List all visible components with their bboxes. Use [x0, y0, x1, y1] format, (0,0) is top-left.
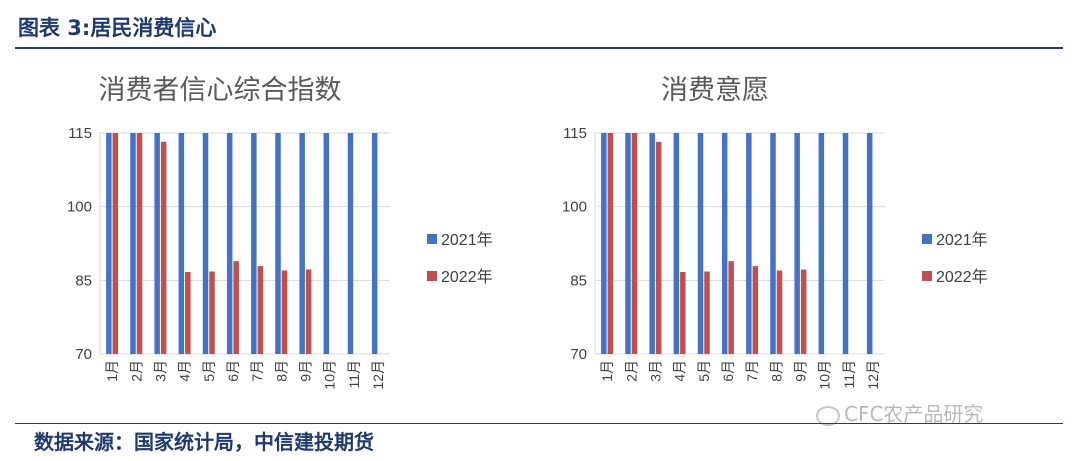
bar-2021-6: [226, 133, 233, 354]
y-tick-label: 100: [67, 199, 92, 216]
source-divider: [15, 423, 1063, 424]
x-tick-label: 2月: [128, 360, 144, 382]
y-tick-label: 85: [75, 272, 92, 289]
bar-2021-10: [818, 133, 825, 354]
y-tick-label: 115: [563, 125, 587, 142]
legend-label-2021: 2021年: [936, 231, 988, 249]
bar-2021-8: [770, 133, 776, 354]
y-tick-label: 115: [68, 125, 92, 142]
bar-2021-4: [673, 133, 680, 354]
bar-2021-11: [842, 133, 849, 354]
bar-2021-10: [323, 133, 330, 354]
bar-2021-8: [275, 133, 281, 354]
x-tick-label: 9月: [297, 360, 313, 382]
source-note: 数据来源：国家统计局，中信建投期货: [34, 430, 374, 454]
bar-2022-8: [776, 270, 783, 354]
x-tick-label: 5月: [201, 360, 217, 382]
bar-2021-9: [794, 133, 800, 354]
bar-2021-3: [649, 133, 655, 354]
x-tick-label: 10月: [817, 360, 833, 390]
chart-title: 消费者信心综合指数: [99, 75, 342, 105]
chart-consumer-confidence: 消费者信心综合指数 70 85 100 115 1月 2月 3月 4月 5月 6月 7月 8月 9月 10月…: [25, 55, 515, 404]
x-tick-label: 4月: [177, 360, 193, 382]
x-tick-label: 7月: [249, 360, 265, 382]
x-tick-label: 1月: [104, 360, 120, 382]
bar-2021-9: [299, 133, 305, 354]
bar-2022-6: [233, 261, 239, 354]
bar-2022-6: [728, 261, 734, 354]
x-tick-label: 12月: [370, 360, 386, 390]
bar-2021-12: [371, 133, 378, 354]
bar-2022-8: [281, 270, 288, 354]
bar-2021-7: [251, 133, 257, 354]
bar-2021-12: [866, 133, 873, 354]
bar-2022-5: [209, 271, 215, 354]
bar-2021-3: [154, 133, 160, 354]
bar-2022-4: [185, 271, 191, 354]
bar-2022-1: [112, 133, 119, 354]
bar-2021-2: [625, 133, 631, 354]
bar-2022-4: [680, 271, 686, 354]
x-tick-label: 10月: [322, 360, 338, 390]
bar-2021-1: [106, 133, 112, 354]
legend-swatch-2022: [427, 271, 437, 281]
chart-title: 消费意愿: [661, 75, 769, 105]
bar-2021-11: [347, 133, 354, 354]
x-tick-label: 8月: [768, 360, 784, 382]
bar-2022-5: [704, 271, 710, 354]
legend-label-2021: 2021年: [441, 231, 493, 249]
x-tick-label: 11月: [841, 360, 857, 389]
chart-svg-consumer-confidence: 消费者信心综合指数 70 85 100 115 1月 2月 3月 4月 5月 6月 7月 8月 9月 10月…: [67, 75, 493, 390]
bar-2022-1: [607, 133, 614, 354]
bar-2021-6: [721, 133, 728, 354]
wechat-icon: [816, 405, 840, 426]
y-tick-label: 70: [570, 346, 587, 363]
legend-label-2022: 2022年: [441, 268, 493, 286]
legend-swatch-2022: [922, 271, 932, 281]
bar-2022-3: [160, 141, 167, 354]
figure-title: 图表 3:居民消费信心: [18, 16, 217, 40]
x-tick-label: 11月: [346, 360, 362, 389]
x-tick-label: 8月: [273, 360, 289, 382]
bar-2021-5: [697, 133, 704, 354]
bar-2021-1: [601, 133, 607, 354]
bar-2022-9: [800, 269, 807, 354]
legend-swatch-2021: [922, 234, 932, 244]
watermark: CFC农产品研究: [816, 398, 983, 427]
bar-2022-7: [752, 266, 759, 354]
bar-2022-3: [655, 141, 662, 354]
x-tick-label: 3月: [647, 360, 663, 382]
x-tick-label: 12月: [865, 360, 881, 390]
bar-2021-2: [130, 133, 136, 354]
chart-svg-consumption-willingness: 消费意愿 70 85 100 115 1月 2月 3月 4月 5月 6月 7月 8月 9月 10月 11月 12…: [562, 75, 988, 390]
bar-2021-4: [178, 133, 185, 354]
x-tick-label: 3月: [152, 360, 168, 382]
chart-consumption-willingness: 消费意愿 70 85 100 115 1月 2月 3月 4月 5月 6月 7月 8月 9月 10月 11月 12…: [520, 55, 1010, 404]
x-tick-label: 9月: [792, 360, 808, 382]
x-tick-label: 6月: [225, 360, 241, 382]
title-divider: [15, 47, 1063, 49]
x-tick-label: 5月: [696, 360, 712, 382]
bar-2021-7: [746, 133, 752, 354]
x-tick-label: 7月: [744, 360, 760, 382]
y-tick-label: 85: [570, 272, 587, 289]
bar-2022-2: [631, 133, 638, 354]
y-tick-label: 100: [562, 199, 587, 216]
legend-label-2022: 2022年: [936, 268, 988, 286]
x-tick-label: 2月: [623, 360, 639, 382]
y-tick-label: 70: [75, 346, 92, 363]
bar-2022-7: [257, 266, 264, 354]
bar-2022-9: [305, 269, 312, 354]
bar-2021-5: [202, 133, 209, 354]
x-tick-label: 1月: [599, 360, 615, 382]
watermark-text: CFC农产品研究: [844, 402, 984, 426]
x-tick-label: 4月: [672, 360, 688, 382]
x-tick-label: 6月: [720, 360, 736, 382]
bar-2022-2: [136, 133, 143, 354]
legend-swatch-2021: [427, 234, 437, 244]
